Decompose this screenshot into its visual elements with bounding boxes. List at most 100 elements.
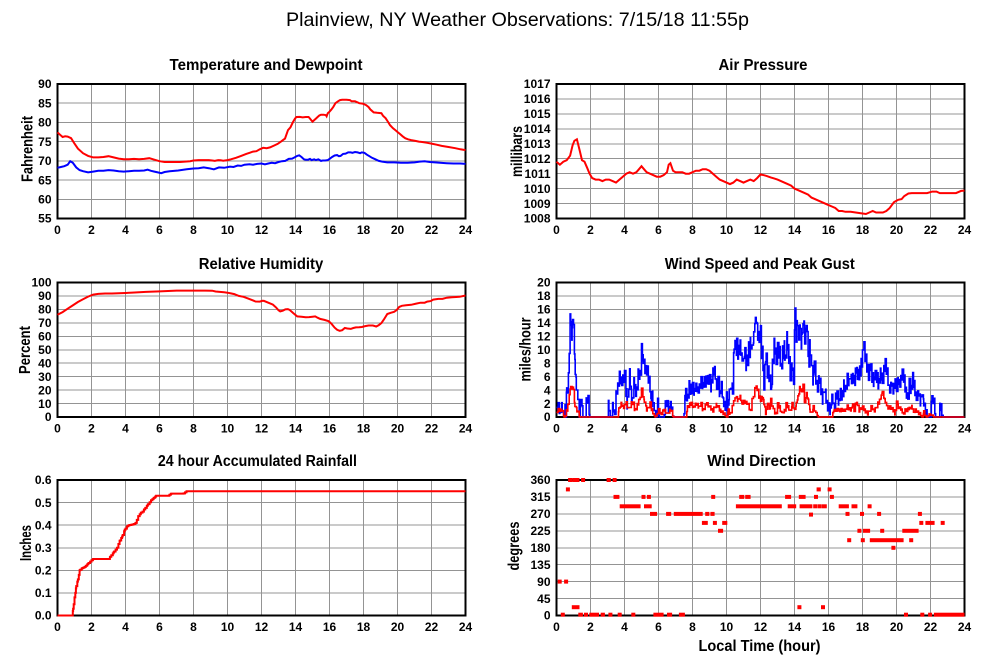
svg-text:14: 14 — [788, 422, 802, 436]
svg-text:0: 0 — [54, 422, 61, 436]
svg-text:14: 14 — [289, 223, 303, 237]
svg-text:80: 80 — [38, 116, 52, 130]
svg-text:2: 2 — [544, 397, 551, 411]
svg-text:18: 18 — [357, 620, 371, 634]
svg-text:24: 24 — [958, 422, 972, 436]
svg-text:14: 14 — [788, 620, 802, 634]
svg-text:40: 40 — [38, 356, 52, 370]
svg-text:0: 0 — [553, 223, 560, 237]
svg-text:12: 12 — [754, 223, 768, 237]
svg-text:0.5: 0.5 — [35, 496, 52, 510]
svg-text:Temperature and Dewpoint: Temperature and Dewpoint — [170, 57, 364, 74]
svg-text:20: 20 — [391, 223, 405, 237]
svg-text:0: 0 — [54, 223, 61, 237]
svg-text:24 hour Accumulated Rainfall: 24 hour Accumulated Rainfall — [158, 453, 357, 470]
svg-text:14: 14 — [788, 223, 802, 237]
svg-text:8: 8 — [689, 422, 696, 436]
svg-text:16: 16 — [323, 620, 337, 634]
svg-text:12: 12 — [255, 223, 269, 237]
svg-text:2: 2 — [587, 422, 594, 436]
svg-text:80: 80 — [38, 303, 52, 317]
svg-text:10: 10 — [221, 422, 235, 436]
svg-text:100: 100 — [31, 276, 51, 290]
svg-text:24: 24 — [958, 620, 972, 634]
svg-text:18: 18 — [357, 223, 371, 237]
svg-text:22: 22 — [425, 223, 439, 237]
svg-text:6: 6 — [156, 620, 163, 634]
svg-text:75: 75 — [38, 135, 52, 149]
svg-text:0.4: 0.4 — [35, 518, 52, 532]
svg-text:0: 0 — [553, 422, 560, 436]
svg-text:Fahrenheit: Fahrenheit — [20, 115, 37, 182]
svg-text:60: 60 — [38, 330, 52, 344]
svg-text:1015: 1015 — [524, 107, 551, 121]
svg-text:Percent: Percent — [17, 325, 34, 374]
svg-text:1016: 1016 — [524, 92, 551, 106]
svg-text:0: 0 — [45, 410, 52, 424]
svg-text:0.1: 0.1 — [35, 586, 52, 600]
svg-text:16: 16 — [537, 303, 551, 317]
svg-text:1009: 1009 — [524, 197, 551, 211]
svg-text:4: 4 — [621, 422, 628, 436]
svg-text:8: 8 — [544, 356, 551, 370]
svg-text:Relative Humidity: Relative Humidity — [199, 256, 324, 273]
svg-text:70: 70 — [38, 154, 52, 168]
svg-text:12: 12 — [537, 330, 551, 344]
svg-text:10: 10 — [221, 620, 235, 634]
svg-text:22: 22 — [924, 223, 938, 237]
svg-text:2: 2 — [88, 620, 95, 634]
svg-text:6: 6 — [655, 620, 662, 634]
svg-text:1010: 1010 — [524, 182, 551, 196]
svg-text:20: 20 — [890, 223, 904, 237]
svg-text:20: 20 — [38, 383, 52, 397]
svg-text:8: 8 — [689, 223, 696, 237]
svg-text:0: 0 — [553, 620, 560, 634]
svg-text:4: 4 — [122, 223, 129, 237]
svg-text:10: 10 — [720, 422, 734, 436]
svg-text:55: 55 — [38, 212, 52, 226]
svg-text:20: 20 — [537, 276, 551, 290]
svg-text:18: 18 — [856, 620, 870, 634]
svg-text:Wind Speed and Peak Gust: Wind Speed and Peak Gust — [665, 256, 856, 273]
svg-text:14: 14 — [537, 316, 551, 330]
svg-text:4: 4 — [621, 620, 628, 634]
svg-text:1011: 1011 — [524, 167, 550, 181]
svg-text:0: 0 — [544, 410, 551, 424]
svg-text:6: 6 — [655, 223, 662, 237]
svg-text:1013: 1013 — [524, 137, 551, 151]
svg-text:6: 6 — [655, 422, 662, 436]
svg-text:1008: 1008 — [524, 212, 551, 226]
svg-text:14: 14 — [289, 620, 303, 634]
svg-text:270: 270 — [530, 507, 550, 521]
svg-text:315: 315 — [530, 490, 550, 504]
svg-text:22: 22 — [924, 422, 938, 436]
svg-text:8: 8 — [190, 620, 197, 634]
svg-text:22: 22 — [924, 620, 938, 634]
svg-text:20: 20 — [391, 422, 405, 436]
svg-text:6: 6 — [156, 422, 163, 436]
svg-text:miles/hour: miles/hour — [518, 318, 535, 382]
svg-text:4: 4 — [621, 223, 628, 237]
svg-text:90: 90 — [537, 575, 551, 589]
svg-text:0: 0 — [54, 620, 61, 634]
svg-text:Local Time (hour): Local Time (hour) — [699, 638, 821, 655]
svg-text:45: 45 — [537, 592, 551, 606]
svg-text:10: 10 — [537, 343, 551, 357]
svg-text:6: 6 — [156, 223, 163, 237]
svg-text:2: 2 — [587, 620, 594, 634]
svg-text:0: 0 — [544, 609, 551, 623]
svg-text:16: 16 — [822, 223, 836, 237]
svg-text:18: 18 — [856, 223, 870, 237]
svg-text:4: 4 — [544, 383, 551, 397]
svg-text:180: 180 — [530, 541, 550, 555]
svg-text:12: 12 — [754, 422, 768, 436]
svg-text:30: 30 — [38, 370, 52, 384]
svg-text:90: 90 — [38, 77, 52, 91]
svg-text:8: 8 — [689, 620, 696, 634]
svg-text:10: 10 — [720, 620, 734, 634]
svg-text:14: 14 — [289, 422, 303, 436]
svg-text:Air Pressure: Air Pressure — [719, 57, 808, 74]
svg-text:60: 60 — [38, 193, 52, 207]
svg-text:85: 85 — [38, 96, 52, 110]
svg-text:16: 16 — [822, 422, 836, 436]
